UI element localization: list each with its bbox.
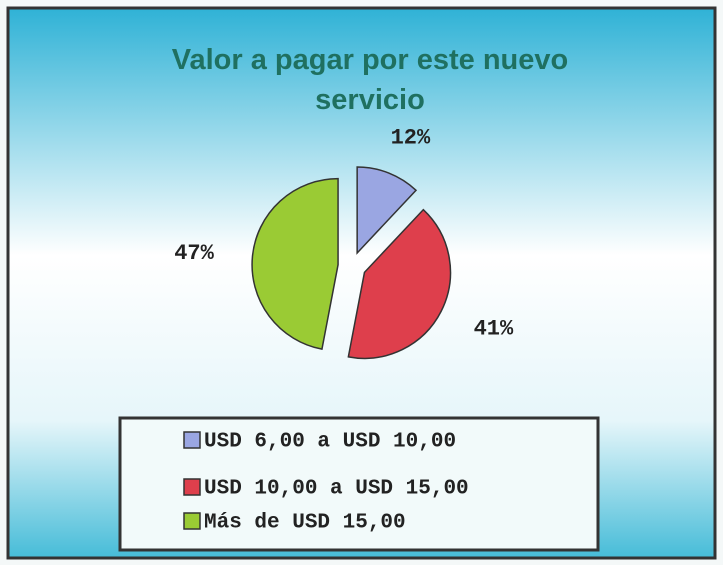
pie-slice (251, 177, 339, 351)
legend-label: Más de USD 15,00 (204, 512, 406, 535)
pie-slice (347, 208, 452, 360)
data-label: 12% (391, 126, 431, 151)
legend-swatch (183, 478, 201, 496)
legend-swatch (183, 431, 201, 449)
data-label: 41% (474, 316, 514, 341)
legend-swatch (183, 512, 201, 530)
legend-label: USD 6,00 a USD 10,00 (204, 431, 456, 454)
pie-slice (356, 166, 418, 255)
data-label: 47% (174, 241, 214, 266)
chart-title: Valor a pagar por este nuevo servicio (171, 44, 569, 116)
legend-label: USD 10,00 a USD 15,00 (204, 478, 469, 501)
